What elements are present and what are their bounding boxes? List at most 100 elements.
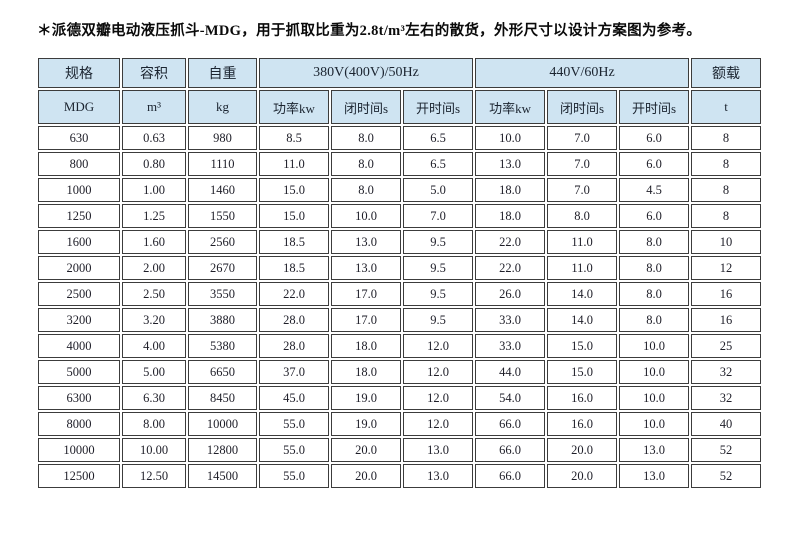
- table-cell: 8.0: [619, 256, 690, 280]
- table-cell: 25: [691, 334, 762, 358]
- table-cell: 13.0: [331, 256, 401, 280]
- table-cell: 17.0: [331, 308, 401, 332]
- header-close-time-60hz: 闭时间s: [547, 90, 618, 124]
- table-cell: 8.0: [547, 204, 618, 228]
- table-cell: 4.5: [619, 178, 690, 202]
- table-cell: 8.0: [331, 152, 401, 176]
- table-cell: 5.00: [122, 360, 186, 384]
- table-row: 6300 6.30 8450 45.0 19.0 12.0 54.0 16.0 10.0 32: [38, 386, 762, 410]
- table-cell: 9.5: [403, 256, 474, 280]
- table-cell: 15.0: [547, 334, 618, 358]
- table-cell: 0.80: [122, 152, 186, 176]
- table-cell: 12.50: [122, 464, 186, 488]
- table-cell: 10: [691, 230, 762, 254]
- table-cell: 5000: [38, 360, 120, 384]
- table-cell: 16: [691, 308, 762, 332]
- table-cell: 14500: [188, 464, 257, 488]
- table-cell: 13.0: [475, 152, 546, 176]
- table-cell: 14.0: [547, 282, 618, 306]
- table-cell: 55.0: [259, 464, 329, 488]
- table-cell: 18.0: [475, 204, 546, 228]
- table-cell: 3550: [188, 282, 257, 306]
- table-cell: 8.0: [331, 178, 401, 202]
- table-cell: 2000: [38, 256, 120, 280]
- table-cell: 10.0: [619, 360, 690, 384]
- table-cell: 8.00: [122, 412, 186, 436]
- header-load: 额载: [691, 58, 762, 88]
- table-cell: 22.0: [475, 256, 546, 280]
- table-cell: 8: [691, 178, 762, 202]
- table-cell: 7.0: [403, 204, 474, 228]
- table-row: 630 0.63 980 8.5 8.0 6.5 10.0 7.0 6.0 8: [38, 126, 762, 150]
- table-cell: 1600: [38, 230, 120, 254]
- header-spec-unit: MDG: [38, 90, 120, 124]
- table-cell: 2560: [188, 230, 257, 254]
- table-cell: 52: [691, 438, 762, 462]
- table-cell: 8: [691, 204, 762, 228]
- table-cell: 11.0: [547, 230, 618, 254]
- table-cell: 10000: [188, 412, 257, 436]
- table-row: 800 0.80 1110 11.0 8.0 6.5 13.0 7.0 6.0 8: [38, 152, 762, 176]
- table-row: 2500 2.50 3550 22.0 17.0 9.5 26.0 14.0 8.0 16: [38, 282, 762, 306]
- table-cell: 55.0: [259, 438, 329, 462]
- table-cell: 54.0: [475, 386, 546, 410]
- table-cell: 66.0: [475, 438, 546, 462]
- table-cell: 9.5: [403, 308, 474, 332]
- table-cell: 28.0: [259, 334, 329, 358]
- table-cell: 10.0: [475, 126, 546, 150]
- table-cell: 3.20: [122, 308, 186, 332]
- table-row: 12500 12.50 14500 55.0 20.0 13.0 66.0 20.0 13.0 5…: [38, 464, 762, 488]
- table-cell: 37.0: [259, 360, 329, 384]
- table-cell: 8: [691, 126, 762, 150]
- table-cell: 18.5: [259, 230, 329, 254]
- table-cell: 1550: [188, 204, 257, 228]
- table-cell: 8.0: [619, 308, 690, 332]
- table-cell: 12800: [188, 438, 257, 462]
- table-cell: 11.0: [259, 152, 329, 176]
- table-cell: 18.0: [475, 178, 546, 202]
- table-cell: 1460: [188, 178, 257, 202]
- table-cell: 40: [691, 412, 762, 436]
- table-body: 630 0.63 980 8.5 8.0 6.5 10.0 7.0 6.0 8 800 0.80 111…: [38, 126, 762, 488]
- table-cell: 16.0: [547, 386, 618, 410]
- table-cell: 13.0: [403, 464, 474, 488]
- table-row: 5000 5.00 6650 37.0 18.0 12.0 44.0 15.0 10.0 32: [38, 360, 762, 384]
- table-cell: 10.00: [122, 438, 186, 462]
- table-row: 8000 8.00 10000 55.0 19.0 12.0 66.0 16.0 10.0 40: [38, 412, 762, 436]
- table-cell: 18.0: [331, 360, 401, 384]
- table-cell: 33.0: [475, 308, 546, 332]
- table-cell: 9.5: [403, 282, 474, 306]
- table-cell: 12.0: [403, 334, 474, 358]
- spec-table: 规格 容积 自重 380V(400V)/50Hz 440V/60Hz 额载 MD…: [36, 56, 763, 490]
- table-cell: 6.0: [619, 152, 690, 176]
- table-cell: 18.0: [331, 334, 401, 358]
- table-cell: 800: [38, 152, 120, 176]
- table-cell: 16: [691, 282, 762, 306]
- table-cell: 6.0: [619, 204, 690, 228]
- table-cell: 8.5: [259, 126, 329, 150]
- header-load-unit: t: [691, 90, 762, 124]
- table-cell: 2.50: [122, 282, 186, 306]
- table-cell: 5380: [188, 334, 257, 358]
- header-weight: 自重: [188, 58, 257, 88]
- table-cell: 8000: [38, 412, 120, 436]
- table-cell: 17.0: [331, 282, 401, 306]
- table-cell: 15.0: [259, 204, 329, 228]
- header-close-time-50hz: 闭时间s: [331, 90, 401, 124]
- table-cell: 45.0: [259, 386, 329, 410]
- table-cell: 1000: [38, 178, 120, 202]
- table-cell: 32: [691, 360, 762, 384]
- table-cell: 32: [691, 386, 762, 410]
- table-cell: 7.0: [547, 178, 618, 202]
- table-cell: 15.0: [259, 178, 329, 202]
- table-cell: 12: [691, 256, 762, 280]
- table-cell: 19.0: [331, 412, 401, 436]
- header-open-time-50hz: 开时间s: [403, 90, 474, 124]
- table-row: 1600 1.60 2560 18.5 13.0 9.5 22.0 11.0 8.0 10: [38, 230, 762, 254]
- table-cell: 6.30: [122, 386, 186, 410]
- table-cell: 10.0: [619, 334, 690, 358]
- table-cell: 1.25: [122, 204, 186, 228]
- table-cell: 13.0: [331, 230, 401, 254]
- table-cell: 9.5: [403, 230, 474, 254]
- table-cell: 12500: [38, 464, 120, 488]
